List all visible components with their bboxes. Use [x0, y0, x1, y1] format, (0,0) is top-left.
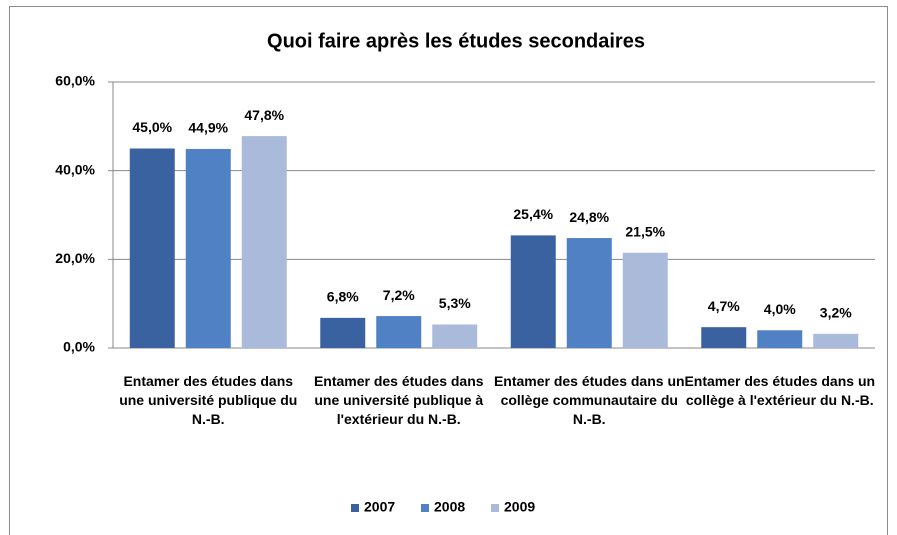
- bar: [813, 333, 859, 348]
- bar: [241, 136, 287, 348]
- value-label: 44,9%: [188, 120, 228, 136]
- legend-label: 2009: [504, 499, 535, 515]
- value-label: 4,0%: [764, 301, 796, 317]
- value-label: 4,7%: [708, 298, 740, 314]
- y-tick-label: 60,0%: [55, 73, 95, 89]
- legend-label: 2007: [364, 499, 395, 515]
- y-tick-label: 20,0%: [55, 250, 95, 266]
- legend-swatch: [351, 504, 359, 512]
- y-tick-label: 0,0%: [63, 339, 95, 355]
- y-tick-label: 40,0%: [55, 161, 95, 177]
- legend-swatch: [491, 504, 499, 512]
- value-label: 47,8%: [244, 107, 284, 123]
- x-tick-label: Entamer des études dans une université p…: [119, 373, 298, 427]
- x-tick-label: Entamer des études dans un collège commu…: [493, 373, 685, 427]
- chart-title: Quoi faire après les études secondaires: [267, 30, 645, 52]
- bar: [510, 235, 556, 348]
- value-label: 5,3%: [439, 295, 471, 311]
- x-tick-label: Entamer des études dans une université p…: [313, 373, 484, 427]
- bar: [432, 324, 478, 348]
- bar: [701, 327, 747, 348]
- value-label: 6,8%: [327, 289, 359, 305]
- bar: [129, 148, 175, 348]
- value-label: 24,8%: [569, 209, 609, 225]
- bar: [320, 317, 366, 348]
- bar: [185, 148, 231, 348]
- x-tick-label: Entamer des études dans un collège à l'e…: [684, 373, 876, 408]
- value-label: 45,0%: [132, 119, 172, 135]
- value-label: 25,4%: [513, 206, 553, 222]
- value-label: 7,2%: [383, 287, 415, 303]
- value-label: 21,5%: [625, 223, 665, 239]
- value-label: 3,2%: [820, 305, 852, 321]
- legend-swatch: [421, 504, 429, 512]
- bar: [622, 252, 668, 348]
- bar: [566, 238, 612, 348]
- legend-label: 2008: [434, 499, 465, 515]
- bar: [376, 316, 422, 348]
- bar: [757, 330, 803, 348]
